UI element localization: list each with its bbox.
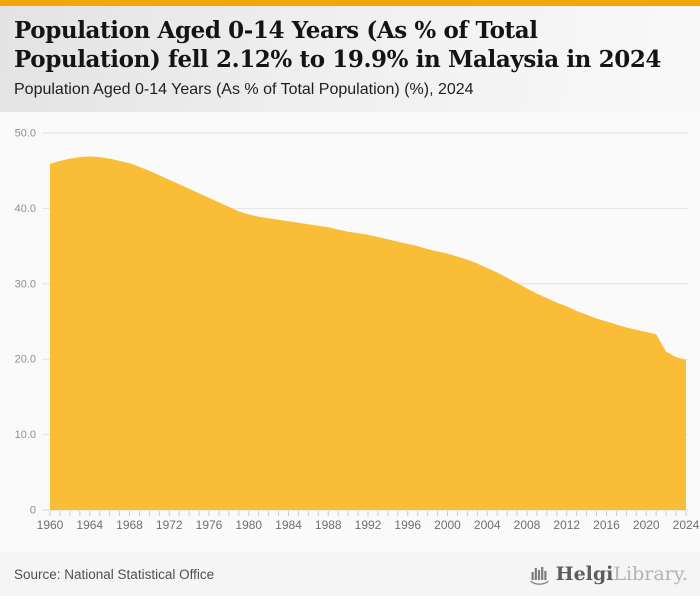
svg-text:1972: 1972 [156,518,183,532]
svg-text:1980: 1980 [235,518,262,532]
x-axis-ticks [49,511,687,516]
svg-text:40.0: 40.0 [15,203,36,215]
svg-text:0: 0 [30,505,36,517]
logo-text-secondary: Library. [613,563,688,585]
chart-panel: 50.0 40.0 30.0 20.0 10.0 0 1960 1964 1968 1972 197… [0,112,700,552]
svg-text:1996: 1996 [394,518,421,532]
svg-text:2012: 2012 [553,518,580,532]
bar-chart-logo-icon [530,567,549,585]
svg-text:1992: 1992 [355,518,382,532]
svg-text:1988: 1988 [315,518,342,532]
top-accent-bar [0,0,700,6]
helgi-library-logo: HelgiLibrary. [529,563,688,585]
svg-text:30.0: 30.0 [15,278,36,290]
x-axis-labels: 1960 1964 1968 1972 1976 1980 1984 1988 1992 1996… [37,518,700,532]
source-note: Source: National Statistical Office [14,566,215,582]
chart-header: Population Aged 0-14 Years (As % of Tota… [0,6,700,112]
svg-text:2008: 2008 [514,518,541,532]
logo-text: HelgiLibrary. [556,563,688,585]
chart-subtitle: Population Aged 0-14 Years (As % of Tota… [14,81,474,99]
svg-text:1960: 1960 [37,518,64,532]
svg-text:2016: 2016 [593,518,620,532]
y-axis-labels: 50.0 40.0 30.0 20.0 10.0 0 [15,128,36,517]
svg-text:2024: 2024 [673,518,700,532]
svg-text:2000: 2000 [434,518,461,532]
logo-text-primary: Helgi [555,563,614,585]
page-title: Population Aged 0-14 Years (As % of Tota… [14,17,662,74]
svg-text:2020: 2020 [633,518,660,532]
svg-text:50.0: 50.0 [15,128,36,140]
svg-text:1984: 1984 [275,518,302,532]
svg-text:2004: 2004 [474,518,501,532]
svg-text:1976: 1976 [196,518,223,532]
chart-footer: Source: National Statistical Office Helg… [0,552,700,596]
svg-text:10.0: 10.0 [15,429,36,441]
svg-text:20.0: 20.0 [15,354,36,366]
svg-text:1968: 1968 [116,518,143,532]
area-series [50,156,686,510]
svg-text:1964: 1964 [76,518,103,532]
